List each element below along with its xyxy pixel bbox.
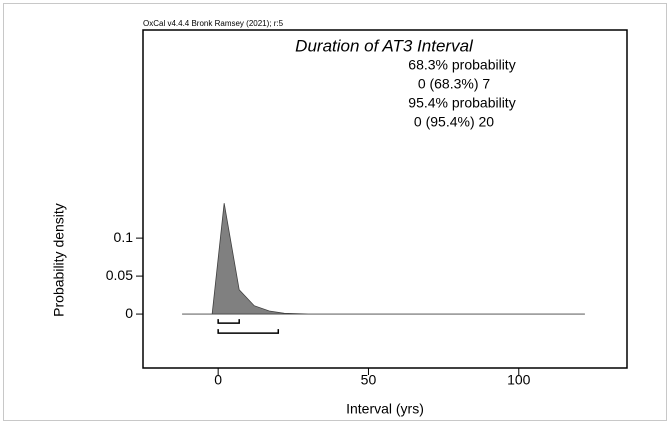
credit: OxCal v4.4.4 Bronk Ramsey (2021); r:5 [143,19,284,28]
y-tick-label: 0.1 [114,229,134,245]
range-label: 0 (68.3%) 7 [418,76,491,92]
range-heading: 68.3% probability [408,57,515,73]
chart-title: Duration of AT3 Interval [295,36,474,55]
x-tick-label: 100 [507,372,531,388]
y-tick-label: 0.05 [106,267,133,283]
x-axis-label: Interval (yrs) [346,401,424,417]
range-label: 0 (95.4%) 20 [414,114,494,130]
plot-box [142,29,628,369]
x-tick-label: 50 [361,372,377,388]
y-tick-label: 0 [125,305,133,321]
frame [3,3,667,421]
y-axis-label: Probability density [51,203,67,317]
range-bracket [217,319,240,324]
x-tick-label: 0 [214,372,222,388]
range-bracket [217,329,280,334]
range-heading: 95.4% probability [408,95,515,111]
density-area [182,203,585,315]
